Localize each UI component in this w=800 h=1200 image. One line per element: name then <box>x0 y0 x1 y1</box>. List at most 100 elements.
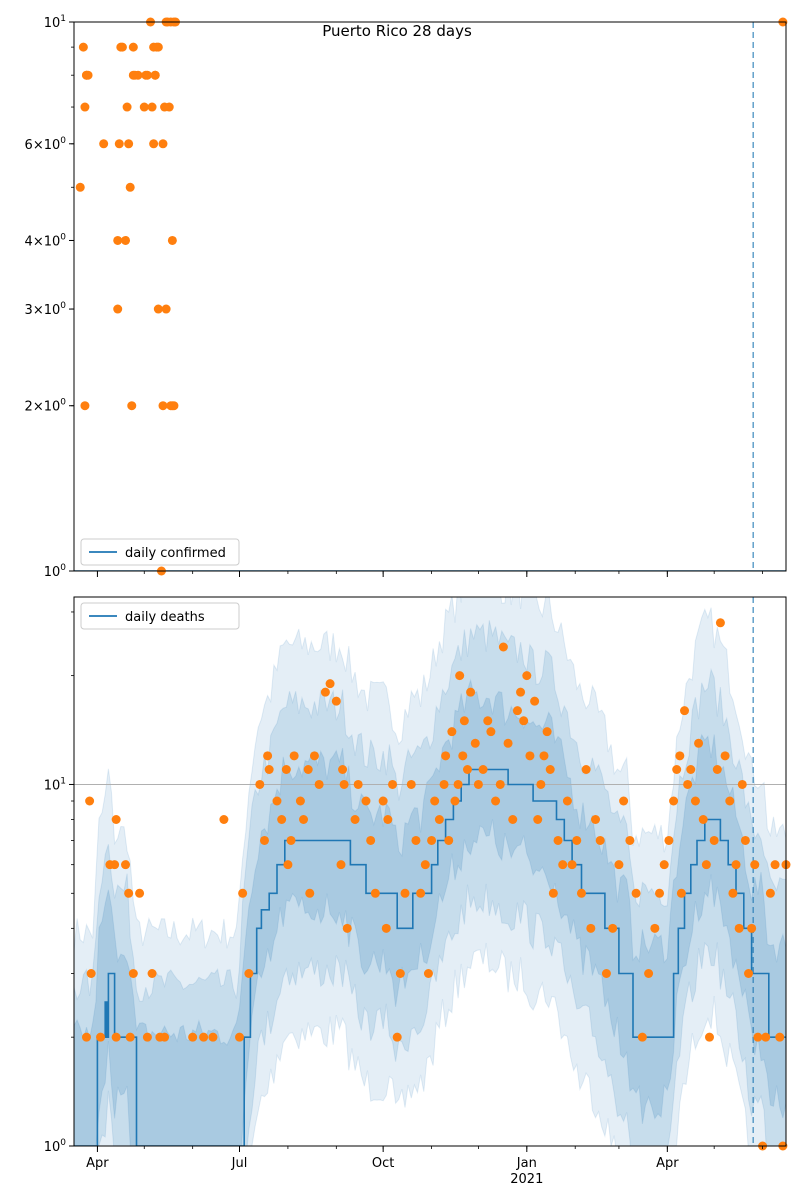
data-point <box>75 182 85 192</box>
data-point <box>664 835 674 845</box>
data-point <box>142 1032 152 1042</box>
data-point <box>650 923 660 933</box>
data-point <box>704 1032 714 1042</box>
data-point <box>750 860 760 870</box>
data-point <box>121 235 131 245</box>
data-point <box>453 779 463 789</box>
data-point <box>111 1032 121 1042</box>
data-point <box>125 1032 135 1042</box>
data-point <box>498 642 508 652</box>
data-point <box>244 969 254 979</box>
data-point <box>698 814 708 824</box>
data-point <box>614 860 624 870</box>
data-point <box>150 70 160 80</box>
y-tick-label: 4×100 <box>25 232 67 249</box>
data-point <box>264 764 274 774</box>
x-tick-label: Apr <box>656 1156 679 1171</box>
data-point <box>539 751 549 761</box>
data-point <box>734 923 744 933</box>
data-point <box>99 139 109 149</box>
data-point <box>147 969 157 979</box>
confidence-band-1 <box>74 597 786 1146</box>
data-point <box>392 1032 402 1042</box>
data-point <box>81 1032 91 1042</box>
data-point <box>740 835 750 845</box>
data-point <box>631 888 641 898</box>
data-point <box>462 764 472 774</box>
data-point <box>383 814 393 824</box>
data-point <box>434 814 444 824</box>
data-point <box>277 814 287 824</box>
data-point <box>142 70 152 80</box>
data-point <box>238 888 248 898</box>
data-point <box>470 738 480 748</box>
data-point <box>86 969 96 979</box>
data-point <box>659 860 669 870</box>
data-point <box>411 835 421 845</box>
data-point <box>530 696 540 706</box>
data-point <box>491 796 501 806</box>
data-point <box>395 969 405 979</box>
axes-frame <box>73 21 787 572</box>
data-point <box>533 814 543 824</box>
data-point <box>208 1032 218 1042</box>
data-point <box>503 738 513 748</box>
legend-label: daily confirmed <box>125 546 226 561</box>
data-point <box>299 814 309 824</box>
data-point <box>644 969 654 979</box>
data-point <box>283 860 293 870</box>
data-point <box>314 779 324 789</box>
data-point <box>728 888 738 898</box>
data-point <box>753 1032 763 1042</box>
data-point <box>466 687 476 697</box>
data-point <box>548 888 558 898</box>
data-point <box>655 888 665 898</box>
data-point <box>160 1032 170 1042</box>
data-point <box>441 751 451 761</box>
legend-box <box>80 538 240 566</box>
data-point <box>416 888 426 898</box>
data-point <box>525 751 535 761</box>
data-point <box>121 860 131 870</box>
data-point <box>553 835 563 845</box>
data-point <box>199 1032 209 1042</box>
data-point <box>127 401 137 411</box>
data-point <box>122 102 132 112</box>
data-point <box>447 727 457 737</box>
data-point <box>153 42 163 52</box>
data-point <box>519 716 529 726</box>
data-point <box>676 888 686 898</box>
x-tick-label: Apr <box>86 1156 109 1171</box>
data-point <box>455 671 465 681</box>
data-point <box>303 764 313 774</box>
data-point <box>113 304 123 314</box>
data-point <box>458 751 468 761</box>
data-point <box>522 671 532 681</box>
x-tick-label: Jul <box>231 1156 248 1171</box>
data-point <box>336 860 346 870</box>
data-point <box>536 779 546 789</box>
data-point <box>80 102 90 112</box>
data-point <box>420 860 430 870</box>
confirmed-panel: 100 2×100 3×100 4×100 6×100 101 daily confirme… <box>25 14 788 580</box>
data-point <box>439 779 449 789</box>
data-point <box>361 796 371 806</box>
data-point <box>725 796 735 806</box>
data-point <box>775 1032 785 1042</box>
data-point <box>712 764 722 774</box>
data-point <box>608 923 618 933</box>
data-point <box>486 727 496 737</box>
data-point <box>715 618 725 628</box>
y-tick-label: 3×100 <box>25 301 67 318</box>
data-point <box>625 835 635 845</box>
data-point <box>586 923 596 933</box>
data-point <box>164 102 174 112</box>
data-point <box>331 696 341 706</box>
data-point <box>158 401 168 411</box>
data-point <box>512 706 522 716</box>
data-point <box>378 796 388 806</box>
data-point <box>694 738 704 748</box>
data-point <box>128 969 138 979</box>
data-point <box>289 751 299 761</box>
